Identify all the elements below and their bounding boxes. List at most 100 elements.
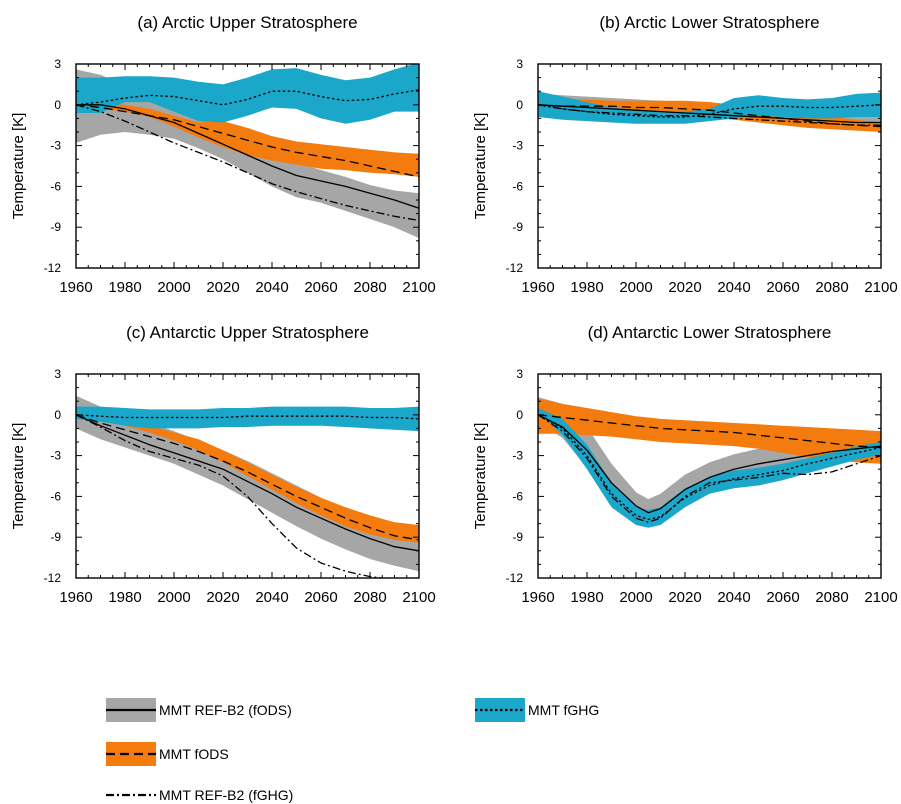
x-tick-label: 2020 [668, 589, 701, 606]
y-tick-label: -6 [50, 489, 61, 503]
y-tick-label: 3 [516, 367, 523, 381]
x-tick-label: 2040 [255, 279, 288, 296]
x-tick-label: 2060 [766, 589, 799, 606]
y-tick-label: -3 [50, 449, 61, 463]
y-tick-label: 0 [516, 408, 523, 422]
x-tick-label: 2000 [157, 589, 190, 606]
x-tick-label: 2020 [668, 279, 701, 296]
y-tick-label: -3 [50, 139, 61, 153]
line-solid [538, 414, 881, 514]
line-solid [76, 104, 419, 209]
line-dashdot [538, 104, 881, 126]
legend-item: MMT fODS [106, 742, 229, 766]
y-tick-label: -12 [506, 261, 524, 275]
y-tick-label: -6 [512, 489, 523, 503]
x-tick-label: 2040 [717, 589, 750, 606]
x-tick-label: 2020 [206, 589, 239, 606]
x-tick-label: 2100 [402, 279, 435, 296]
plot-area [76, 395, 419, 578]
plot-area [538, 397, 881, 528]
x-tick-label: 2000 [619, 589, 652, 606]
x-tick-label: 2100 [402, 589, 435, 606]
x-tick-label: 2040 [255, 589, 288, 606]
band-3 [76, 64, 419, 124]
line-dashed [76, 414, 419, 541]
y-tick-label: -3 [512, 449, 523, 463]
line-dashdot [538, 414, 881, 523]
x-tick-label: 2080 [815, 589, 848, 606]
plot-frame [537, 63, 882, 269]
y-tick-label: 0 [54, 98, 61, 112]
x-tick-label: 2080 [353, 589, 386, 606]
legend-item: MMT REF-B2 (fGHG) [106, 787, 293, 803]
x-tick-label: 1980 [108, 589, 141, 606]
y-axis-label: Temperature [K] [472, 113, 489, 220]
panel-3: 1960 1980 2000 2020 2040 2060 2080 2100 3 0 -3 -6 -9… [10, 323, 436, 606]
y-tick-label: -6 [50, 179, 61, 193]
band-3 [538, 408, 881, 528]
y-tick-label: -9 [512, 530, 523, 544]
legend-label: MMT fODS [159, 746, 229, 762]
y-axis-label: Temperature [K] [10, 423, 27, 530]
legend: MMT REF-B2 (fODS) MMT fODS MMT REF-B2 (fGH… [106, 698, 599, 803]
x-tick-label: 1980 [570, 279, 603, 296]
panel-title: (a) Arctic Upper Stratosphere [137, 13, 357, 32]
legend-label: MMT fGHG [528, 702, 599, 718]
x-tick-label: 2080 [353, 279, 386, 296]
x-tick-label: 1980 [570, 589, 603, 606]
line-dashed [76, 104, 419, 178]
band-3 [76, 406, 419, 432]
legend-label: MMT REF-B2 (fGHG) [159, 787, 293, 803]
band-1 [538, 397, 881, 523]
y-tick-label: 3 [54, 367, 61, 381]
panel-2: 1960 1980 2000 2020 2040 2060 2080 2100 3 0 -3 -6 -9… [472, 13, 898, 296]
x-tick-label: 2000 [157, 279, 190, 296]
x-tick-label: 1980 [108, 279, 141, 296]
y-tick-label: 3 [54, 57, 61, 71]
y-tick-label: 0 [54, 408, 61, 422]
panel-title: (b) Arctic Lower Stratosphere [599, 13, 819, 32]
y-tick-label: 0 [516, 98, 523, 112]
line-dotted [76, 89, 419, 106]
line-dashdot [76, 104, 419, 222]
panel-title: (c) Antarctic Upper Stratosphere [126, 323, 369, 342]
legend-label: MMT REF-B2 (fODS) [159, 702, 292, 718]
y-tick-label: -12 [44, 571, 62, 585]
y-axis-label: Temperature [K] [472, 423, 489, 530]
line-dashdot [76, 414, 388, 578]
y-tick-label: -9 [50, 220, 61, 234]
x-tick-label: 1960 [59, 279, 92, 296]
x-tick-label: 2020 [206, 279, 239, 296]
x-tick-label: 2000 [619, 279, 652, 296]
line-solid [76, 414, 419, 552]
legend-item: MMT REF-B2 (fODS) [106, 698, 292, 722]
x-tick-label: 1960 [521, 279, 554, 296]
x-tick-label: 2100 [864, 279, 897, 296]
y-tick-label: -12 [506, 571, 524, 585]
y-tick-label: -12 [44, 261, 62, 275]
panel-1: 1960 1980 2000 2020 2040 2060 2080 2100 3 0 -3 -6 -9… [10, 13, 436, 296]
plot-area [76, 64, 419, 239]
x-tick-label: 2060 [304, 589, 337, 606]
plot-area [538, 91, 881, 132]
y-tick-label: 3 [516, 57, 523, 71]
y-tick-label: -6 [512, 179, 523, 193]
line-dotted [76, 414, 419, 420]
x-tick-label: 2080 [815, 279, 848, 296]
x-tick-label: 2100 [864, 589, 897, 606]
y-tick-label: -9 [50, 530, 61, 544]
line-dashed [538, 414, 881, 449]
panel-4: 1960 1980 2000 2020 2040 2060 2080 2100 3 0 -3 -6 -9… [472, 323, 898, 606]
y-tick-label: -9 [512, 220, 523, 234]
y-axis-label: Temperature [K] [10, 113, 27, 220]
x-tick-label: 1960 [59, 589, 92, 606]
panel-title: (d) Antarctic Lower Stratosphere [588, 323, 832, 342]
legend-item: MMT fGHG [475, 698, 599, 722]
y-tick-label: -3 [512, 139, 523, 153]
x-tick-label: 2060 [766, 279, 799, 296]
line-dotted [538, 104, 881, 118]
x-tick-label: 2060 [304, 279, 337, 296]
x-tick-label: 1960 [521, 589, 554, 606]
line-dashed [538, 104, 881, 128]
